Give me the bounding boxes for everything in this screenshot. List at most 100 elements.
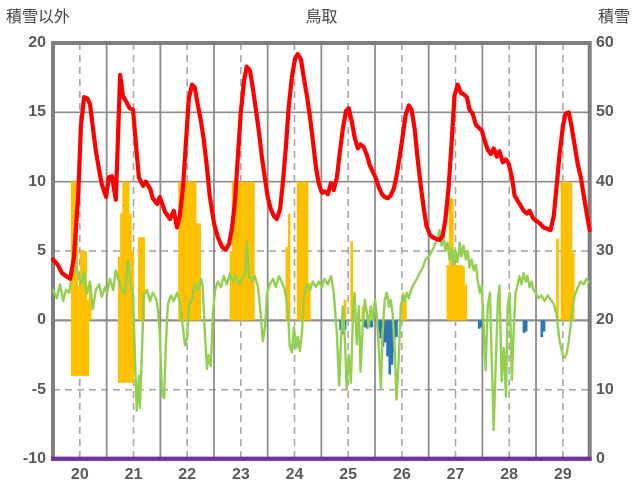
sunshine-bar [285,246,289,321]
x-axis-day-tick: 24 [285,466,304,483]
right-axis-title: 積雪 [597,9,630,26]
sunshine-bar [77,285,81,376]
sunshine-bar [234,181,237,321]
sunshine-bar [401,292,405,321]
right-axis-tick: 50 [596,103,614,121]
sunshine-bar [298,181,302,321]
sunshine-bar [457,264,461,321]
x-axis-day-tick: 27 [446,466,465,483]
sunshine-bar [562,181,566,321]
precipitation-bar [524,320,528,332]
right-axis-tick: 60 [596,34,614,51]
sunshine-bar [307,282,311,321]
left-axis-tick: 5 [37,242,46,260]
x-axis-day-tick: 22 [178,466,197,483]
sunshine-bar [129,213,132,383]
sunshine-bar [88,288,92,321]
chart-title: 鳥取 [305,9,338,26]
sunshine-bar [296,181,300,321]
precipitation-bar [383,320,387,343]
sunshine-bar [567,181,570,321]
sunshine-bar [140,237,143,321]
right-axis-tick: 40 [596,172,614,190]
sunshine-bar [556,238,559,321]
sunshine-bar [287,213,291,321]
sunshine-bar [198,223,201,321]
sunshine-bar [303,181,307,321]
left-axis-tick: 0 [37,311,46,329]
sunshine-bar [459,264,463,321]
sunshine-bar [73,181,76,376]
sunshine-bar [122,181,125,383]
sunshine-bar [301,181,304,321]
precipitation-bar [480,320,483,328]
sunshine-bar [142,237,146,321]
x-axis-day-tick: 29 [553,466,572,483]
left-axis-tick: -5 [31,380,46,398]
sunshine-bar [238,181,242,321]
sunshine-bar [82,251,85,376]
sunshine-bar [343,299,347,321]
sunshine-bar [191,181,195,321]
precipitation-bar [522,320,526,333]
sunshine-bar [249,181,253,321]
left-axis-tick: 10 [28,172,46,190]
right-axis-tick: 30 [596,242,614,260]
sunshine-bar [196,223,199,321]
sunshine-bar [247,181,251,321]
precipitation-bar [395,320,398,338]
precipitation-bar [363,320,367,328]
sunshine-bar [236,181,240,321]
sunshine-bar [464,284,468,321]
sunshine-bar [137,237,141,321]
precipitation-bar [388,320,392,375]
x-axis-day-tick: 25 [339,466,358,483]
left-axis-tick: 20 [28,34,46,51]
sunshine-bar [126,181,130,383]
precipitation-bar [477,320,481,329]
temperature-line [50,52,592,281]
x-axis-day-tick: 26 [392,466,411,483]
green-line [51,229,590,432]
sunshine-bar [252,181,255,321]
sunshine-bar [455,264,459,321]
precipitation-bar [542,320,546,332]
sunshine-bar [184,181,188,321]
sunshine-bar [180,181,184,321]
right-axis-tick: 0 [596,450,605,468]
sunshine-bar [86,299,90,376]
x-axis-day-tick: 23 [231,466,250,483]
sunshine-bar [178,181,181,321]
precipitation-bar [339,320,342,331]
sunshine-bar [404,299,407,321]
sunshine-bar [453,264,456,321]
sunshine-bar [79,251,83,376]
sunshine-bar [462,266,465,321]
sunshine-bar [189,181,193,321]
right-axis-tick: 10 [596,380,614,398]
sunshine-bar [84,251,87,376]
sunshine-bar [193,181,197,321]
precipitation-bar [540,320,544,338]
sunshine-bar [446,264,450,321]
sunshine-bar [571,252,575,321]
left-axis-tick: -10 [22,450,46,468]
sunshine-bar [565,181,568,321]
x-axis-day-tick: 21 [124,466,143,483]
left-axis-tick: 15 [28,103,46,121]
sunshine-bar [75,181,78,376]
left-axis-title: 積雪以外 [6,9,71,26]
x-axis-day-tick: 20 [70,466,89,483]
precipitation-bar [379,320,383,339]
sunshine-bar [560,181,564,321]
sunshine-bar [187,181,190,321]
sunshine-bar [350,241,354,321]
precipitation-bar [386,320,389,357]
sunshine-bar [120,213,123,383]
precipitation-bar [390,320,394,365]
sunshine-bar [243,181,246,321]
sunshine-bar [229,251,233,321]
precipitation-bar [370,320,374,328]
